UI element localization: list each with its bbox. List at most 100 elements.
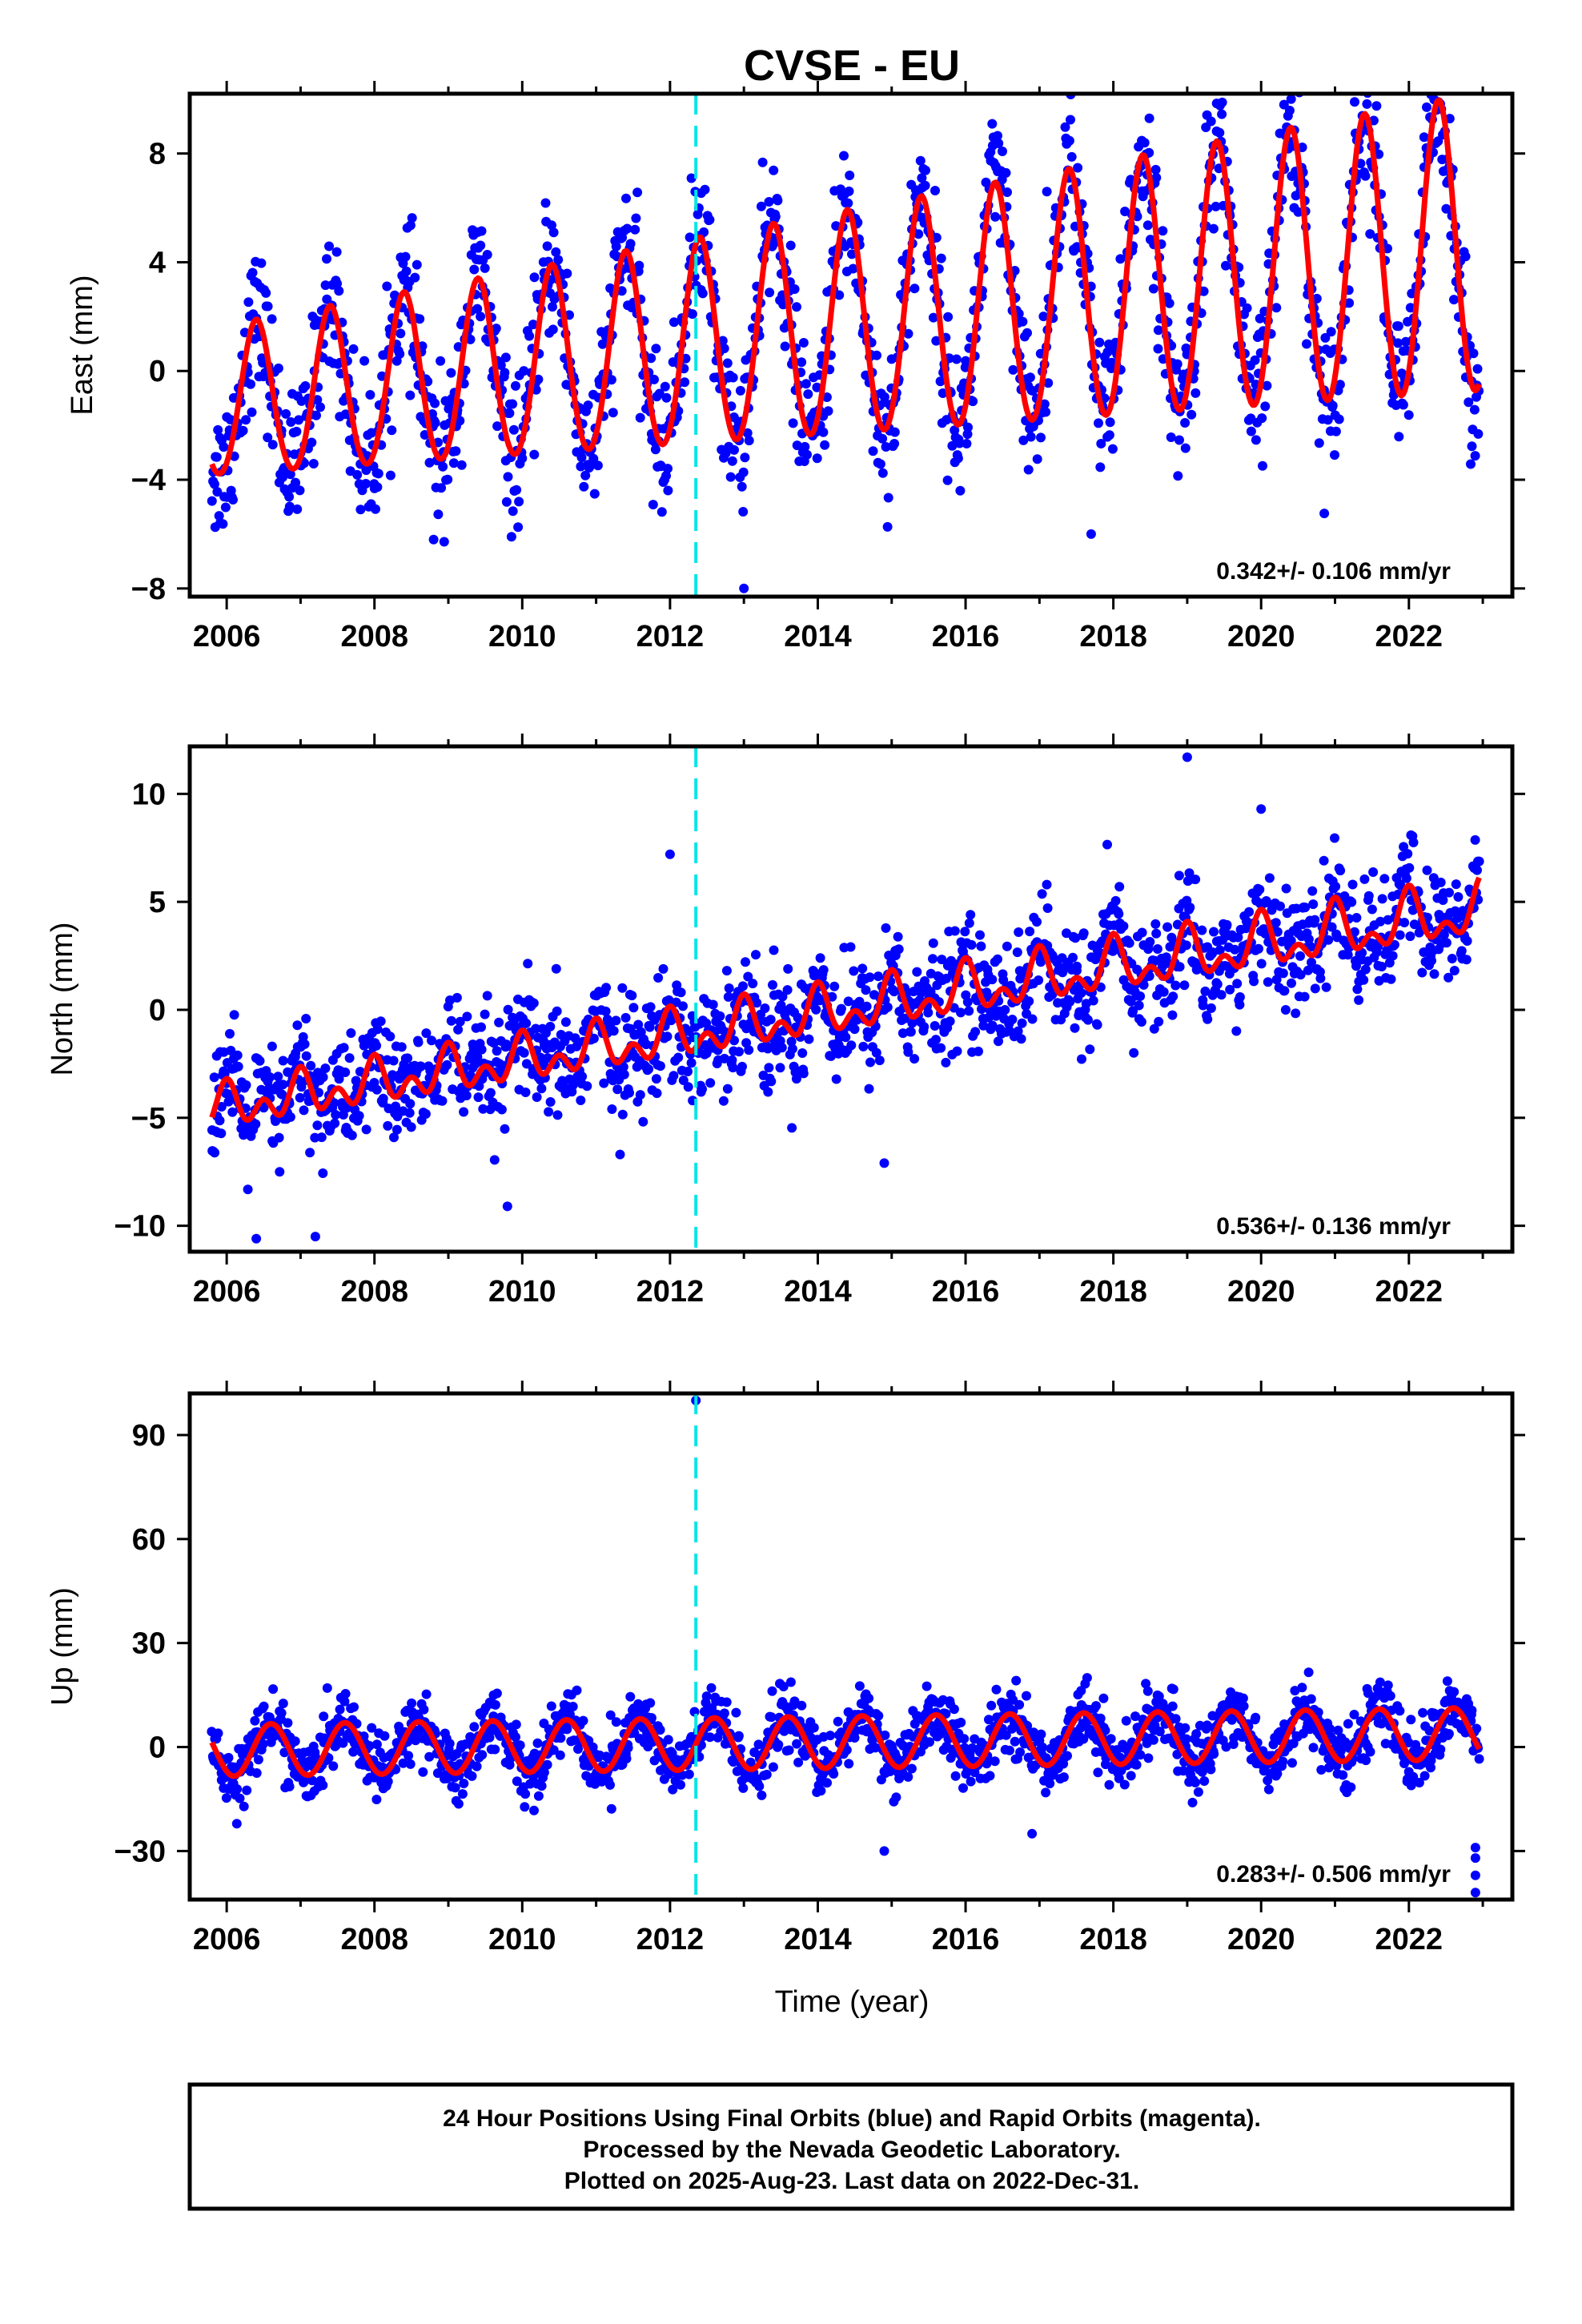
north-data-point	[662, 1031, 673, 1042]
north-data-point	[861, 1001, 872, 1011]
north-data-point	[1387, 951, 1398, 961]
east-data-point	[214, 511, 224, 521]
north-data-point	[1263, 977, 1273, 987]
east-data-point	[295, 485, 305, 496]
east-data-point	[768, 239, 778, 250]
up-data-point	[701, 1691, 712, 1702]
up-data-point	[1058, 1772, 1069, 1783]
north-data-point	[251, 1119, 261, 1129]
north-data-point	[1174, 962, 1185, 972]
north-data-point	[1449, 966, 1460, 975]
up-data-point	[1303, 1667, 1314, 1678]
north-data-point	[1042, 903, 1053, 913]
north-x-tick-label: 2012	[636, 1275, 705, 1309]
east-data-point	[1302, 339, 1311, 349]
up-data-point	[784, 1745, 794, 1755]
north-data-point	[403, 1053, 413, 1063]
north-data-point	[738, 981, 748, 991]
east-rate-text: 0.342+/- 0.106 mm/yr	[1216, 558, 1451, 585]
east-data-point	[935, 376, 946, 387]
east-data-point	[845, 171, 855, 180]
north-outlier-point	[310, 1232, 320, 1242]
north-data-point	[644, 1064, 654, 1074]
north-data-point	[1152, 944, 1162, 954]
up-data-point	[328, 1761, 339, 1771]
north-data-point	[1198, 1000, 1208, 1011]
east-data-point	[881, 442, 891, 452]
north-data-point	[611, 1015, 621, 1026]
north-data-point	[1428, 873, 1439, 883]
east-data-point	[646, 353, 656, 364]
north-data-point	[858, 1041, 869, 1051]
east-data-point	[993, 131, 1002, 141]
north-data-point	[1185, 903, 1195, 913]
east-data-point	[931, 232, 942, 243]
east-data-point	[410, 272, 420, 283]
east-data-point	[211, 452, 222, 462]
east-data-point	[551, 247, 561, 257]
up-data-point	[349, 1702, 359, 1712]
up-data-point	[991, 1684, 1002, 1695]
north-data-point	[1181, 940, 1191, 951]
north-data-point	[782, 985, 793, 995]
east-data-point	[436, 356, 446, 366]
north-data-point	[210, 1148, 220, 1158]
east-data-point	[1095, 462, 1106, 472]
east-data-point	[1107, 444, 1118, 454]
east-data-point	[1172, 359, 1182, 369]
east-data-point	[661, 471, 671, 481]
north-data-point	[334, 1074, 344, 1084]
up-data-point	[646, 1713, 656, 1723]
north-data-point	[1395, 880, 1406, 891]
east-data-point	[955, 485, 966, 496]
north-data-point	[295, 1092, 305, 1103]
north-data-point	[545, 1021, 556, 1031]
east-data-point	[284, 501, 295, 512]
east-data-point	[1464, 397, 1474, 408]
up-data-point	[1126, 1771, 1136, 1781]
east-data-point	[883, 493, 893, 503]
east-data-point	[365, 390, 375, 400]
north-data-point	[919, 1022, 930, 1032]
up-data-point	[1180, 1723, 1191, 1733]
east-data-point	[1473, 428, 1484, 439]
east-data-point	[847, 249, 857, 259]
up-data-point	[1239, 1701, 1249, 1711]
up-data-point	[721, 1697, 732, 1707]
east-data-point	[1148, 283, 1158, 294]
north-data-point	[652, 1088, 662, 1099]
east-data-point	[630, 224, 640, 235]
north-data-point	[829, 981, 840, 991]
north-data-point	[769, 945, 779, 955]
north-data-point	[1279, 986, 1290, 996]
east-data-point	[519, 366, 529, 376]
east-data-point	[921, 165, 930, 175]
east-data-point	[307, 437, 317, 448]
north-plot-area	[207, 746, 1484, 1252]
north-data-point	[1197, 925, 1207, 935]
north-data-point	[371, 1040, 382, 1051]
up-data-point	[1365, 1747, 1375, 1757]
east-data-point	[1043, 378, 1054, 388]
north-data-point	[346, 1028, 356, 1038]
north-y-tick-label: −10	[114, 1210, 166, 1244]
east-data-point	[430, 418, 440, 428]
north-data-point	[964, 918, 974, 928]
north-data-point	[1077, 1054, 1086, 1064]
north-data-point	[978, 1020, 989, 1031]
east-data-point	[500, 352, 511, 363]
east-data-point	[1186, 409, 1197, 420]
north-data-point	[1379, 874, 1390, 884]
north-y-tick-label: 10	[132, 778, 166, 811]
east-plot-area	[207, 94, 1484, 597]
up-data-point	[1141, 1679, 1151, 1689]
east-data-point	[1250, 355, 1260, 365]
up-data-point	[844, 1759, 854, 1769]
up-data-point	[745, 1757, 756, 1767]
east-data-point	[589, 489, 600, 499]
north-data-point	[1351, 913, 1362, 923]
north-data-point	[976, 941, 986, 951]
north-data-point	[1137, 927, 1147, 938]
north-data-point	[743, 971, 753, 982]
up-data-point	[1167, 1701, 1178, 1711]
